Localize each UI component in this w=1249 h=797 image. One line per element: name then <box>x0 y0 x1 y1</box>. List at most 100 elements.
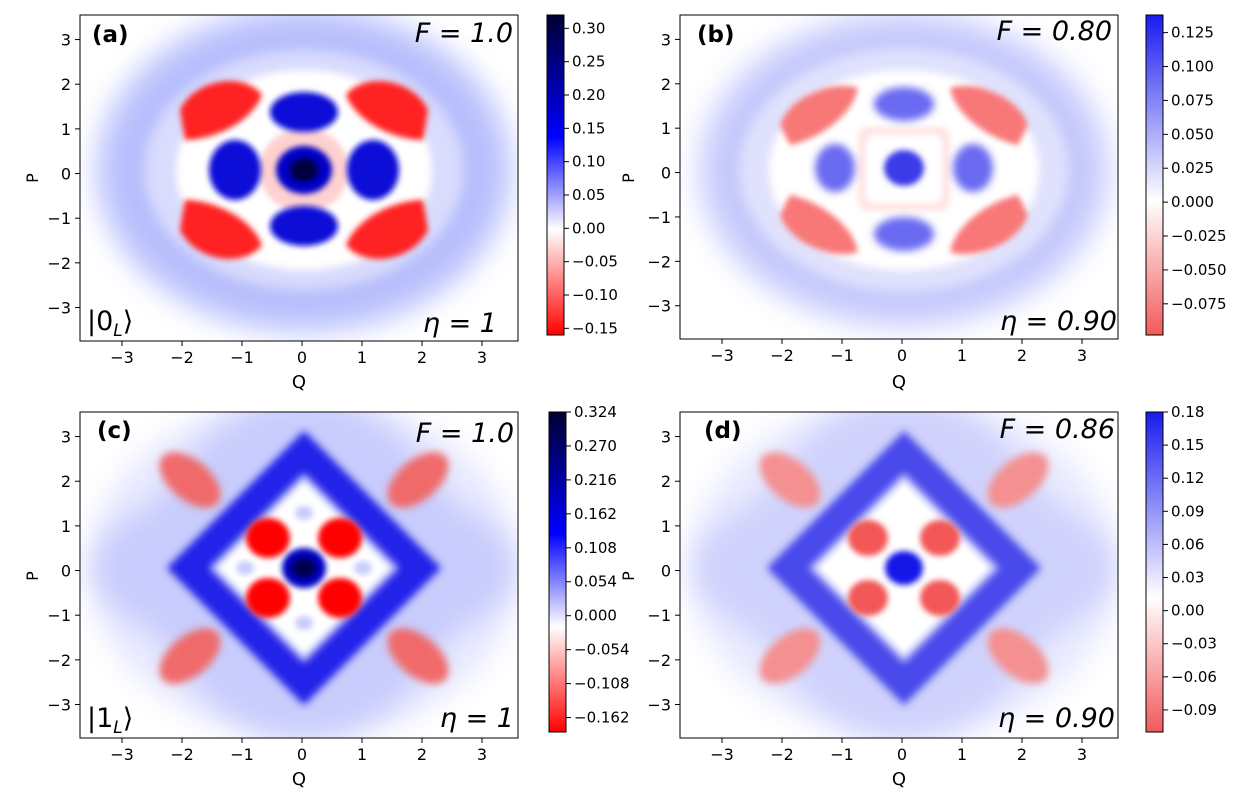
fidelity-label: F = 1.0 <box>416 418 514 449</box>
x-tick-label: 1 <box>357 348 367 367</box>
colorbar <box>546 14 565 336</box>
x-tick-label: −2 <box>170 348 194 367</box>
colorbar-tick-label: −0.09 <box>1171 701 1217 719</box>
y-tick-label: 2 <box>61 472 71 491</box>
colorbar-tick-label: −0.05 <box>572 253 618 271</box>
y-tick-label: 2 <box>661 75 671 94</box>
colorbar-tick-label: 0.054 <box>574 573 617 591</box>
x-axis-label: Q <box>292 769 306 790</box>
colorbar-tick-label: 0.100 <box>1171 58 1214 76</box>
colorbar-ticks: −0.15 −0.10 −0.05 0.00 0.05 0.10 0.15 0.20 0.25 0… <box>564 19 618 337</box>
colorbar-tick-label: 0.15 <box>572 119 605 137</box>
colorbar-tick-label: −0.15 <box>572 319 618 337</box>
x-tick-label: 0 <box>897 745 907 764</box>
x-tick-label: −1 <box>830 745 854 764</box>
y-tick-label: −2 <box>647 651 671 670</box>
colorbar-tick-label: 0.075 <box>1171 91 1214 109</box>
colorbar-tick-label: −0.025 <box>1171 227 1227 245</box>
colorbar-tick-label: 0.216 <box>574 471 617 489</box>
colorbar-tick-label: 0.000 <box>574 607 617 625</box>
x-tick-label: −3 <box>710 745 734 764</box>
y-tick-label: 0 <box>661 562 671 581</box>
x-tick-label: 3 <box>477 348 487 367</box>
x-axis-label: Q <box>892 769 906 790</box>
colorbar-tick-label: −0.054 <box>574 641 630 659</box>
loss-label: η = 0.90 <box>998 703 1115 734</box>
x-tick-label: −3 <box>710 346 734 365</box>
colorbar-tick-label: 0.108 <box>574 539 617 557</box>
y-tick-label: −3 <box>647 297 671 316</box>
y-tick-label: −1 <box>647 208 671 227</box>
x-tick-label: −1 <box>230 745 254 764</box>
colorbar-tick-label: 0.20 <box>572 86 605 104</box>
y-tick-label: 1 <box>61 517 71 536</box>
colorbar-tick-label: 0.050 <box>1171 125 1214 143</box>
y-axis-ticks: −3 −2 −1 0 1 2 3 <box>647 30 680 316</box>
axes-frame <box>679 411 1119 739</box>
heatmap-c <box>80 412 518 738</box>
colorbar-tick-label: 0.162 <box>574 505 617 523</box>
y-tick-label: −2 <box>47 651 71 670</box>
x-tick-label: 2 <box>417 745 427 764</box>
y-tick-label: 3 <box>661 30 671 49</box>
colorbar-tick-label: 0.10 <box>572 153 605 171</box>
colorbar-tick-label: −0.108 <box>574 675 630 693</box>
y-tick-label: 2 <box>661 472 671 491</box>
colorbar-tick-label: 0.00 <box>572 219 605 237</box>
colorbar-ticks: −0.162 −0.108 −0.054 0.000 0.054 0.108 0.162 0.… <box>566 403 630 727</box>
x-tick-label: −1 <box>830 346 854 365</box>
y-tick-label: −1 <box>647 606 671 625</box>
x-tick-label: −2 <box>170 745 194 764</box>
colorbar-ticks: −0.09 −0.06 −0.03 0.00 0.03 0.06 0.09 0.12 0.15 0… <box>1163 403 1217 719</box>
x-tick-label: 3 <box>1077 745 1087 764</box>
colorbar-tick-label: 0.18 <box>1171 403 1204 421</box>
y-tick-label: 3 <box>661 428 671 447</box>
y-tick-label: −3 <box>47 696 71 715</box>
fidelity-label: F = 0.80 <box>997 16 1112 47</box>
colorbar-tick-label: 0.324 <box>574 403 617 421</box>
y-tick-label: −1 <box>47 209 71 228</box>
y-tick-label: −3 <box>47 299 71 318</box>
panel-c: −3 −2 −1 0 1 2 3 −3 −2 −1 0 1 2 3 Q P (c) F = 1.0 η … <box>23 403 630 790</box>
y-tick-label: 0 <box>61 562 71 581</box>
y-axis-label: P <box>23 173 42 183</box>
colorbar-tick-label: −0.03 <box>1171 635 1217 653</box>
x-tick-label: −3 <box>110 745 134 764</box>
x-tick-label: 0 <box>297 745 307 764</box>
colorbar-tick-label: −0.050 <box>1171 261 1227 279</box>
colorbar-tick-label: 0.000 <box>1171 193 1214 211</box>
colorbar <box>548 411 567 733</box>
y-axis-ticks: −3 −2 −1 0 1 2 3 <box>647 428 680 715</box>
colorbar <box>1145 14 1164 336</box>
y-tick-label: 2 <box>61 75 71 94</box>
colorbar <box>1145 411 1164 733</box>
y-tick-label: −1 <box>47 606 71 625</box>
colorbar-tick-label: 0.05 <box>572 186 605 204</box>
y-tick-label: −3 <box>647 696 671 715</box>
x-tick-label: 2 <box>1017 346 1027 365</box>
y-tick-label: −2 <box>47 254 71 273</box>
loss-label: η = 1 <box>440 703 514 734</box>
y-tick-label: 1 <box>661 119 671 138</box>
axes-frame <box>679 14 1119 340</box>
y-tick-label: 1 <box>61 120 71 139</box>
loss-label: η = 0.90 <box>1000 306 1117 337</box>
x-axis-ticks: −3 −2 −1 0 1 2 3 <box>710 339 1087 365</box>
y-tick-label: 1 <box>661 517 671 536</box>
y-tick-label: −2 <box>647 252 671 271</box>
colorbar-tick-label: 0.15 <box>1171 436 1204 454</box>
x-axis-label: Q <box>892 372 906 393</box>
colorbar-tick-label: 0.125 <box>1171 24 1214 42</box>
x-tick-label: 0 <box>897 346 907 365</box>
x-tick-label: 2 <box>1017 745 1027 764</box>
axes-frame <box>79 14 519 342</box>
colorbar-tick-label: −0.162 <box>574 709 630 727</box>
panel-a: −3 −2 −1 0 1 2 3 −3 −2 −1 0 1 2 3 Q P (a) F = 1.0 η … <box>23 14 618 393</box>
panel-label: (d) <box>704 418 742 444</box>
x-tick-label: −1 <box>230 348 254 367</box>
x-tick-label: −3 <box>110 348 134 367</box>
panel-label: (a) <box>92 22 129 48</box>
x-axis-ticks: −3 −2 −1 0 1 2 3 <box>710 738 1087 764</box>
y-axis-label: P <box>619 571 638 581</box>
